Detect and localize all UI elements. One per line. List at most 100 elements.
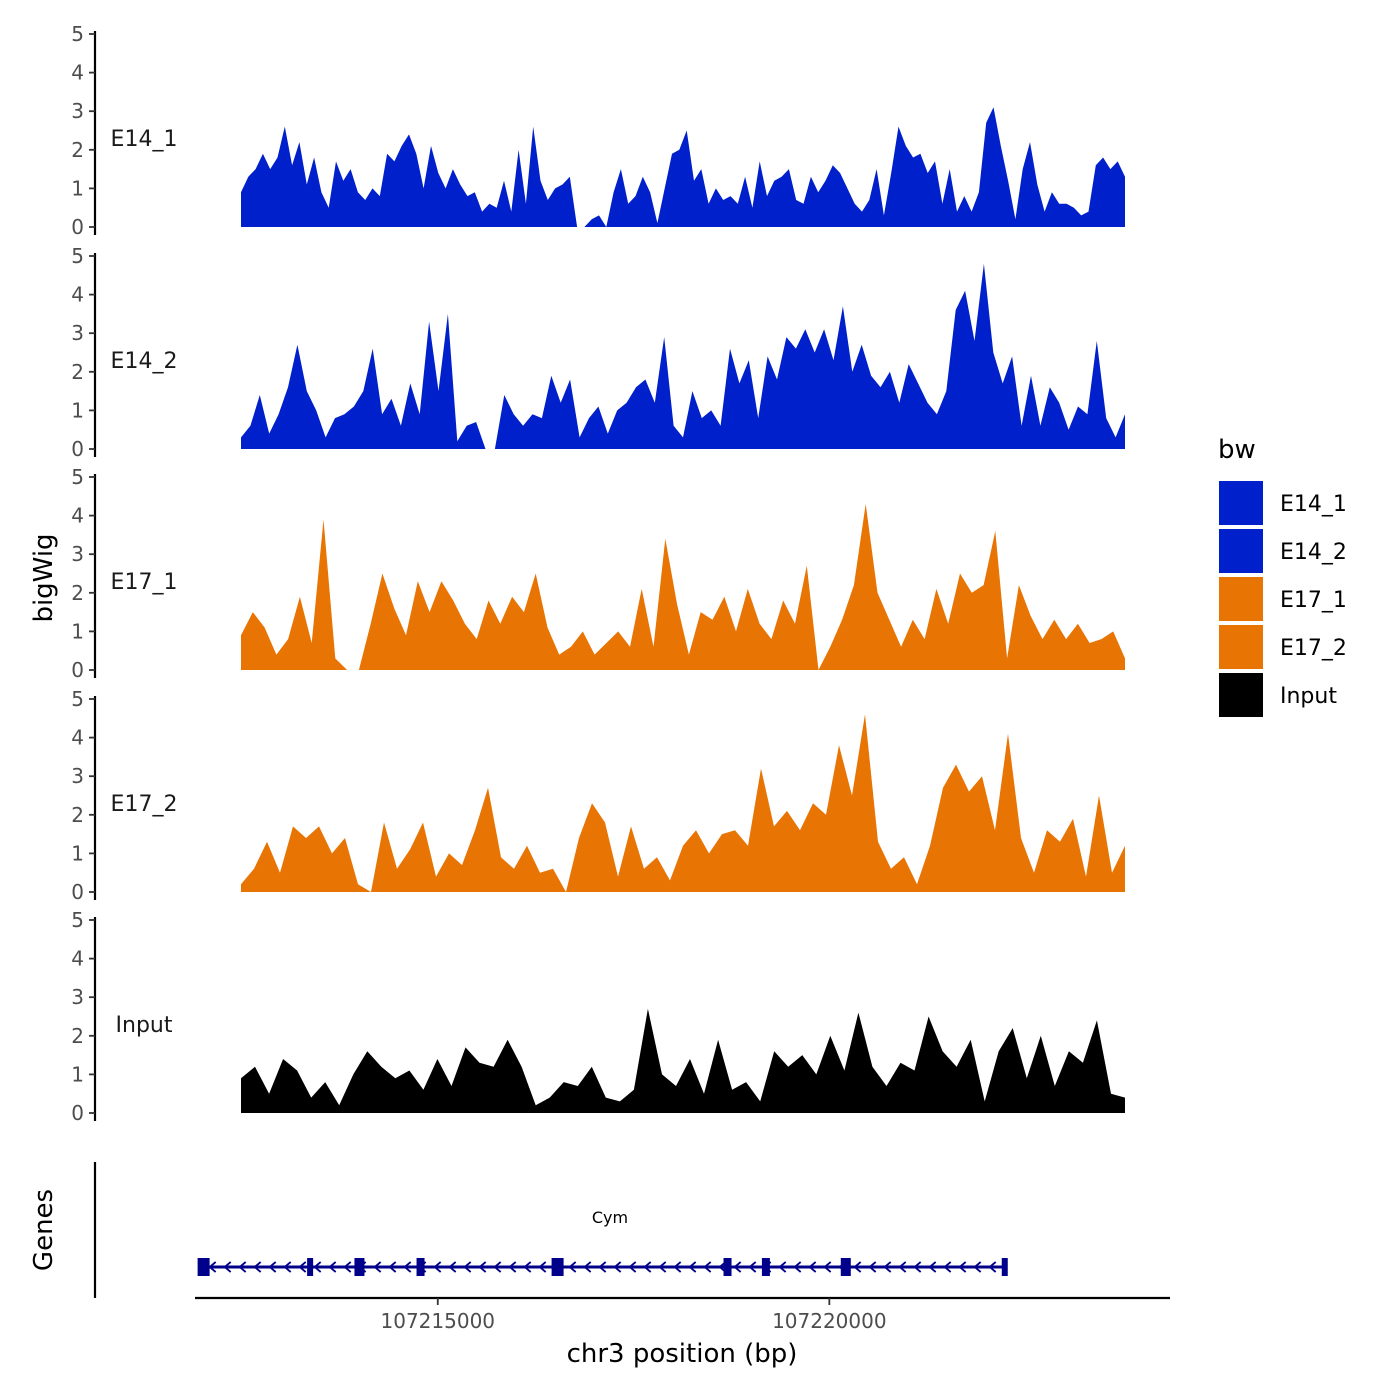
y-axis-title: bigWig (29, 533, 59, 622)
strand-arrow (493, 1261, 502, 1273)
strand-arrow (703, 1261, 712, 1273)
gene-exon (197, 1258, 210, 1276)
strand-arrow (238, 1261, 247, 1273)
genes-axis-title: Genes (29, 1189, 59, 1271)
strand-arrow (628, 1261, 637, 1273)
y-tick-label: 3 (71, 985, 84, 1009)
strand-arrow (208, 1261, 217, 1273)
strand-arrow (913, 1261, 922, 1273)
strand-arrow (808, 1261, 817, 1273)
y-tick-label: 1 (71, 176, 84, 200)
strand-arrow (688, 1261, 697, 1273)
legend-swatch (1217, 575, 1265, 623)
strand-arrow (253, 1261, 262, 1273)
legend-title: bw (1218, 435, 1256, 465)
track-label-E17_1: E17_1 (111, 570, 178, 595)
x-tick-label: 107215000 (381, 1309, 496, 1333)
track-E14_2: 0 1 2 3 4 5 E14_2 (71, 244, 1125, 461)
strand-arrow (928, 1261, 937, 1273)
strand-arrow (748, 1261, 757, 1273)
strand-arrow (958, 1261, 967, 1273)
track-E14_1: 0 1 2 3 4 5 E14_1 (71, 22, 1125, 239)
track-Input: 0 1 2 3 4 5 Input (71, 908, 1125, 1125)
legend-swatch (1217, 623, 1265, 671)
y-tick-label: 4 (71, 283, 84, 307)
strand-arrow (388, 1261, 397, 1273)
y-tick-label: 2 (71, 360, 84, 384)
y-tick-label: 4 (71, 61, 84, 85)
strand-arrow (943, 1261, 952, 1273)
gene-exon (761, 1258, 770, 1276)
strand-arrow (898, 1261, 907, 1273)
signal-area-E17_1 (241, 504, 1125, 670)
strand-arrow (598, 1261, 607, 1273)
legend-item-E14_2: E14_2 (1217, 527, 1347, 575)
y-tick-label: 5 (71, 465, 84, 489)
strand-arrow (403, 1261, 412, 1273)
legend-swatch (1217, 479, 1265, 527)
track-panels: 0 1 2 3 4 5 E14_1 0 1 2 3 4 5 E14_2 0 1 2 3 4 5 E17_1 0 1 2 3 4 5 E… (71, 22, 1125, 1125)
x-ticks: 107215000 107220000 (381, 1298, 887, 1333)
legend-item-E14_1: E14_1 (1217, 479, 1347, 527)
y-tick-label: 0 (71, 880, 84, 904)
y-tick-label: 2 (71, 1024, 84, 1048)
strand-arrow (283, 1261, 292, 1273)
y-tick-label: 1 (71, 841, 84, 865)
strand-arrow (268, 1261, 277, 1273)
x-tick-label: 107220000 (772, 1309, 887, 1333)
y-tick-label: 5 (71, 908, 84, 932)
legend-item-E17_2: E17_2 (1217, 623, 1347, 671)
strand-arrow (733, 1261, 742, 1273)
strand-arrow (373, 1261, 382, 1273)
y-tick-label: 0 (71, 437, 84, 461)
legend-label: E14_1 (1280, 492, 1347, 517)
legend-items: E14_1 E14_2 E17_1 E17_2 Input (1217, 479, 1347, 719)
gene-exon (551, 1258, 564, 1276)
legend-swatch (1217, 527, 1265, 575)
strand-arrow (853, 1261, 862, 1273)
track-label-E14_2: E14_2 (111, 349, 178, 374)
legend-item-E17_1: E17_1 (1217, 575, 1347, 623)
strand-arrow (823, 1261, 832, 1273)
gene-name-label: Cym (592, 1208, 628, 1227)
signal-area-E14_2 (241, 263, 1125, 449)
strand-arrow (343, 1261, 352, 1273)
strand-arrow (988, 1261, 997, 1273)
strand-arrow (523, 1261, 532, 1273)
legend: bw E14_1 E14_2 E17_1 E17_2 Input (1217, 435, 1347, 719)
track-label-E17_2: E17_2 (111, 792, 178, 817)
genes-panel: Genes Cym (29, 1162, 1008, 1298)
strand-arrow (508, 1261, 517, 1273)
legend-label: Input (1280, 684, 1337, 709)
signal-area-Input (241, 1008, 1125, 1113)
legend-item-Input: Input (1217, 671, 1337, 719)
y-tick-label: 2 (71, 581, 84, 605)
y-tick-label: 0 (71, 658, 84, 682)
strand-arrow (328, 1261, 337, 1273)
strand-arrow (883, 1261, 892, 1273)
y-tick-label: 4 (71, 504, 84, 528)
gene-exon (307, 1258, 314, 1276)
x-axis: 107215000 107220000 chr3 position (bp) (195, 1296, 1170, 1369)
y-tick-label: 4 (71, 947, 84, 971)
track-E17_1: 0 1 2 3 4 5 E17_1 (71, 465, 1125, 682)
gene-exon (723, 1258, 732, 1276)
y-tick-label: 2 (71, 803, 84, 827)
y-tick-label: 5 (71, 22, 84, 46)
signal-area-E17_2 (241, 714, 1125, 892)
strand-arrow (223, 1261, 232, 1273)
strand-arrow (658, 1261, 667, 1273)
y-tick-label: 1 (71, 398, 84, 422)
y-tick-label: 1 (71, 1062, 84, 1086)
gene-exon (840, 1258, 851, 1276)
strand-arrow (478, 1261, 487, 1273)
strand-arrow (463, 1261, 472, 1273)
strand-arrow (673, 1261, 682, 1273)
strand-arrow (778, 1261, 787, 1273)
gene-exon (1001, 1258, 1008, 1276)
y-tick-label: 1 (71, 619, 84, 643)
y-tick-label: 5 (71, 244, 84, 268)
y-tick-label: 4 (71, 726, 84, 750)
legend-label: E17_2 (1280, 636, 1347, 661)
